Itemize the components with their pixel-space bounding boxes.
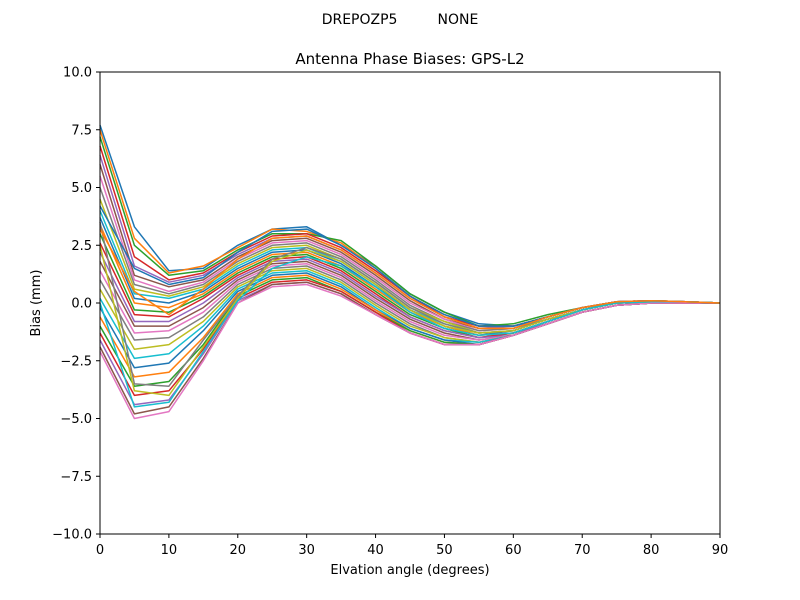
y-tick-label: 10.0 xyxy=(63,66,92,81)
chart-suptitle: DREPOZP5 NONE xyxy=(322,12,479,28)
x-axis-ticks: 0 10 20 30 40 50 60 70 80 90 xyxy=(96,534,728,558)
plot-frame xyxy=(99,71,721,535)
x-tick-label: 80 xyxy=(643,543,660,558)
y-tick-label: −10.0 xyxy=(52,528,92,543)
y-tick-label: 2.5 xyxy=(71,239,92,254)
x-axis-label: Elvation angle (degrees) xyxy=(330,563,489,578)
y-tick-label: 0.0 xyxy=(71,297,92,312)
x-tick-label: 30 xyxy=(298,543,315,558)
series-layer xyxy=(99,124,721,420)
chart-title: Antenna Phase Biases: GPS-L2 xyxy=(295,50,524,68)
x-tick-label: 0 xyxy=(96,543,104,558)
x-tick-label: 70 xyxy=(574,543,591,558)
x-tick-label: 50 xyxy=(436,543,453,558)
y-tick-label: −7.5 xyxy=(60,470,92,485)
y-tick-label: −5.0 xyxy=(60,412,92,427)
series-line xyxy=(99,283,720,420)
x-tick-label: 40 xyxy=(367,543,384,558)
y-axis-ticks: −10.0 −7.5 −5.0 −2.5 0.0 2.5 5.0 7.5 10.0 xyxy=(52,66,100,543)
x-tick-label: 90 xyxy=(712,543,729,558)
x-tick-label: 60 xyxy=(505,543,522,558)
y-tick-label: 5.0 xyxy=(71,181,92,196)
y-axis-label: Bias (mm) xyxy=(29,270,44,337)
x-tick-label: 10 xyxy=(161,543,178,558)
x-tick-label: 20 xyxy=(230,543,247,558)
y-tick-label: 7.5 xyxy=(71,123,92,138)
series-line xyxy=(99,256,721,408)
series-line xyxy=(99,228,721,330)
y-tick-label: −2.5 xyxy=(60,354,92,369)
